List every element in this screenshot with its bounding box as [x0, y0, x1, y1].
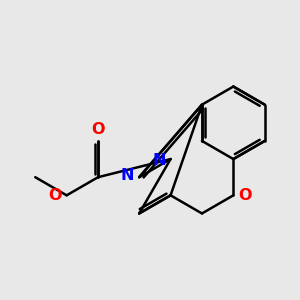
Text: N: N — [152, 153, 166, 168]
Text: N: N — [121, 168, 134, 183]
Text: O: O — [91, 122, 105, 137]
Text: O: O — [48, 188, 62, 203]
Text: O: O — [238, 188, 252, 203]
